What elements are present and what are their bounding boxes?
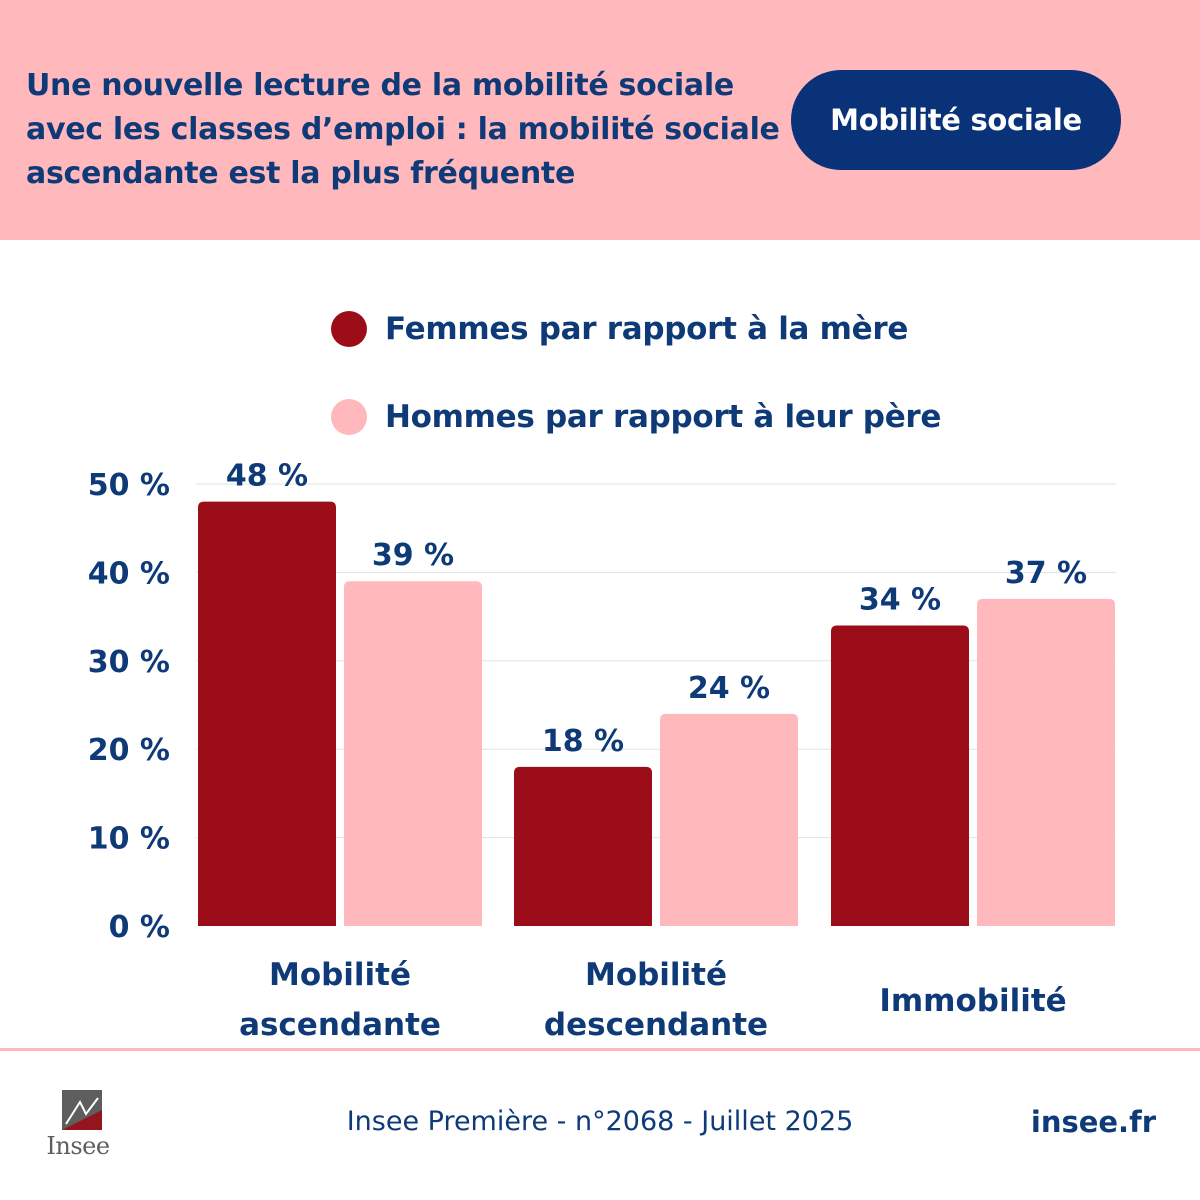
legend-label-femmes: Femmes par rapport à la mère	[385, 311, 909, 347]
y-tick-label: 10 %	[88, 822, 170, 857]
data-label-femmes-0: 48 %	[226, 459, 308, 494]
legend-swatch-hommes	[331, 399, 367, 435]
x-category-label: Immobilité	[879, 983, 1066, 1019]
insee-logo: Insee	[40, 1090, 116, 1164]
bar-femmes-0	[198, 501, 336, 926]
data-label-femmes-2: 34 %	[859, 582, 941, 617]
legend-label-hommes: Hommes par rapport à leur père	[385, 399, 942, 435]
title-line-3: ascendante est la plus fréquente	[26, 156, 575, 191]
x-category-label: Mobilité ascendante	[239, 957, 441, 1043]
publication-citation: Insee Première - n°2068 - Juillet 2025	[346, 1106, 854, 1137]
bar-hommes-0	[344, 581, 482, 926]
bar-femmes-2	[831, 625, 969, 926]
y-tick-label: 20 %	[88, 733, 170, 768]
legend-item-femmes: Femmes par rapport à la mère	[331, 309, 908, 349]
data-label-hommes-1: 24 %	[688, 671, 770, 706]
bar-chart: 0 % 10 % 20 % 30 % 40 % 50 % 48 % 18 % 34 % 39 % 2…	[88, 459, 1116, 1043]
footer-divider	[0, 1048, 1200, 1051]
page-title: Une nouvelle lecture de la mobilité soci…	[26, 64, 786, 196]
data-label-hommes-0: 39 %	[372, 538, 454, 573]
topic-tag[interactable]: Mobilité sociale	[791, 70, 1121, 170]
y-tick-label: 30 %	[88, 645, 170, 680]
title-line-2: avec les classes d’emploi : la mobilité …	[26, 112, 780, 147]
data-label-hommes-2: 37 %	[1005, 556, 1087, 591]
title-line-1: Une nouvelle lecture de la mobilité soci…	[26, 68, 734, 103]
x-category-label: Mobilité descendante	[544, 957, 768, 1043]
insee-logo-mark-icon	[62, 1090, 102, 1130]
insee-logo-text: Insee	[46, 1132, 110, 1160]
data-label-femmes-1: 18 %	[542, 724, 624, 759]
legend-swatch-femmes	[331, 311, 367, 347]
bar-hommes-2	[977, 598, 1115, 926]
bar-hommes-1	[660, 713, 798, 926]
legend-item-hommes: Hommes par rapport à leur père	[331, 397, 941, 437]
y-tick-label: 50 %	[88, 468, 170, 503]
y-tick-label: 0 %	[109, 910, 170, 945]
bar-femmes-1	[514, 766, 652, 926]
header-banner: Une nouvelle lecture de la mobilité soci…	[0, 0, 1200, 240]
website-link[interactable]: insee.fr	[1030, 1105, 1156, 1139]
y-tick-label: 40 %	[88, 556, 170, 591]
